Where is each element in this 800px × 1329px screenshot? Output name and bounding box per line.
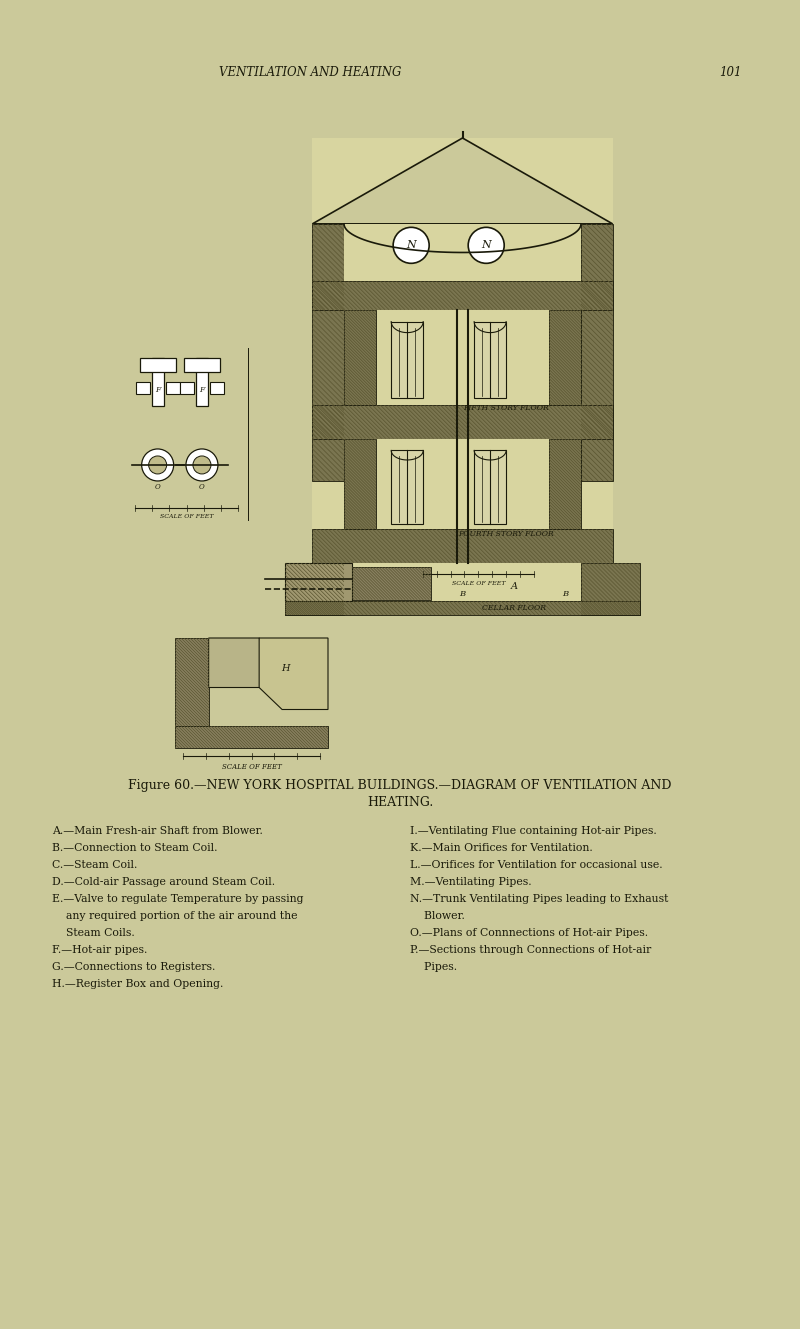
Polygon shape <box>285 562 640 615</box>
Polygon shape <box>175 638 209 726</box>
Text: Blower.: Blower. <box>410 910 465 921</box>
Text: B: B <box>459 590 466 598</box>
Polygon shape <box>312 405 613 439</box>
Polygon shape <box>312 529 613 562</box>
Polygon shape <box>312 282 613 310</box>
Polygon shape <box>391 451 423 525</box>
Text: L.—Orifices for Ventilation for occasional use.: L.—Orifices for Ventilation for occasion… <box>410 860 662 870</box>
Text: FIFTH STORY FLOOR: FIFTH STORY FLOOR <box>463 404 549 412</box>
Polygon shape <box>152 358 164 405</box>
Polygon shape <box>285 562 352 601</box>
Polygon shape <box>312 138 613 615</box>
Text: SCALE OF FEET: SCALE OF FEET <box>222 763 282 771</box>
Text: B.—Connection to Steam Coil.: B.—Connection to Steam Coil. <box>52 843 218 853</box>
Text: F.—Hot-air pipes.: F.—Hot-air pipes. <box>52 945 147 956</box>
Polygon shape <box>196 358 208 405</box>
Text: P.—Sections through Connections of Hot-air: P.—Sections through Connections of Hot-a… <box>410 945 651 956</box>
Polygon shape <box>136 381 150 393</box>
Polygon shape <box>285 601 640 615</box>
Polygon shape <box>474 451 506 525</box>
Text: FOURTH STORY FLOOR: FOURTH STORY FLOOR <box>458 530 554 538</box>
Text: M.—Ventilating Pipes.: M.—Ventilating Pipes. <box>410 877 532 886</box>
Text: O: O <box>154 482 161 490</box>
Polygon shape <box>259 638 328 710</box>
Polygon shape <box>550 310 581 405</box>
Text: H.—Register Box and Opening.: H.—Register Box and Opening. <box>52 979 223 989</box>
Polygon shape <box>312 223 344 481</box>
Text: 101: 101 <box>718 65 742 78</box>
Text: N: N <box>482 241 491 250</box>
Text: G.—Connections to Registers.: G.—Connections to Registers. <box>52 962 215 971</box>
Polygon shape <box>209 638 282 687</box>
Polygon shape <box>175 726 328 748</box>
Text: D.—Cold-air Passage around Steam Coil.: D.—Cold-air Passage around Steam Coil. <box>52 877 275 886</box>
Polygon shape <box>344 310 581 405</box>
Text: B: B <box>562 590 568 598</box>
Text: HEATING.: HEATING. <box>367 796 433 808</box>
Text: O: O <box>199 482 205 490</box>
Text: Steam Coils.: Steam Coils. <box>52 928 134 938</box>
Text: A: A <box>510 582 518 591</box>
Text: Pipes.: Pipes. <box>410 962 457 971</box>
Text: CELLAR FLOOR: CELLAR FLOOR <box>482 603 546 611</box>
Polygon shape <box>180 381 194 393</box>
Polygon shape <box>352 567 431 599</box>
Polygon shape <box>166 381 180 393</box>
Text: VENTILATION AND HEATING: VENTILATION AND HEATING <box>219 65 401 78</box>
Text: K.—Main Orifices for Ventilation.: K.—Main Orifices for Ventilation. <box>410 843 593 853</box>
Text: Figure 60.—NEW YORK HOSPITAL BUILDINGS.—DIAGRAM OF VENTILATION AND: Figure 60.—NEW YORK HOSPITAL BUILDINGS.—… <box>128 779 672 792</box>
Text: H: H <box>281 664 290 674</box>
Circle shape <box>186 449 218 481</box>
Text: SCALE OF FEET: SCALE OF FEET <box>451 582 505 586</box>
Polygon shape <box>391 322 423 397</box>
Text: I.—Ventilating Flue containing Hot-air Pipes.: I.—Ventilating Flue containing Hot-air P… <box>410 827 657 836</box>
Polygon shape <box>344 310 376 405</box>
Text: N: N <box>406 241 416 250</box>
Text: F: F <box>155 385 160 393</box>
Text: O.—Plans of Connnections of Hot-air Pipes.: O.—Plans of Connnections of Hot-air Pipe… <box>410 928 648 938</box>
Polygon shape <box>581 562 640 615</box>
Circle shape <box>142 449 174 481</box>
Circle shape <box>193 456 211 474</box>
Circle shape <box>393 227 429 263</box>
Text: any required portion of the air around the: any required portion of the air around t… <box>52 910 298 921</box>
Polygon shape <box>344 439 376 529</box>
Text: SCALE OF FEET: SCALE OF FEET <box>160 514 214 518</box>
Text: F: F <box>199 385 205 393</box>
Polygon shape <box>344 223 581 282</box>
Polygon shape <box>210 381 224 393</box>
Text: A.—Main Fresh-air Shaft from Blower.: A.—Main Fresh-air Shaft from Blower. <box>52 827 263 836</box>
Circle shape <box>468 227 504 263</box>
Polygon shape <box>550 439 581 529</box>
Circle shape <box>149 456 166 474</box>
Polygon shape <box>581 223 613 481</box>
Polygon shape <box>184 358 220 372</box>
Polygon shape <box>285 562 344 615</box>
Polygon shape <box>312 138 613 223</box>
Polygon shape <box>474 322 506 397</box>
Text: N.—Trunk Ventilating Pipes leading to Exhaust: N.—Trunk Ventilating Pipes leading to Ex… <box>410 894 668 904</box>
Text: C.—Steam Coil.: C.—Steam Coil. <box>52 860 138 870</box>
Text: E.—Valve to regulate Temperature by passing: E.—Valve to regulate Temperature by pass… <box>52 894 303 904</box>
Polygon shape <box>344 439 581 529</box>
Polygon shape <box>140 358 176 372</box>
